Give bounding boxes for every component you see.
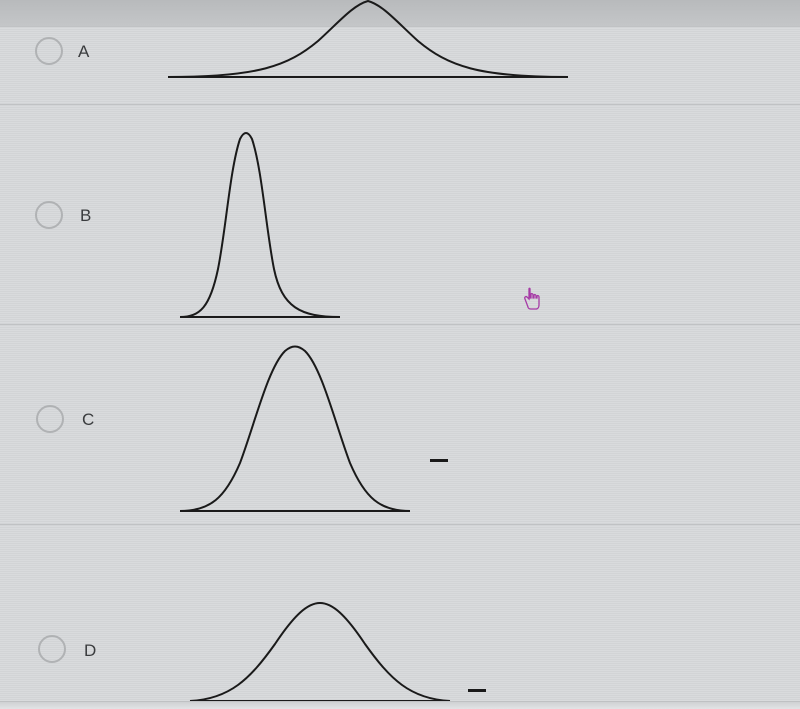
- option-row-c: C: [0, 324, 800, 524]
- option-label-c: C: [82, 410, 94, 430]
- option-label-d: D: [84, 641, 96, 661]
- radio-b[interactable]: [35, 201, 63, 229]
- curve-d: [190, 599, 450, 701]
- curve-b: [180, 129, 340, 319]
- options-list: A B C D: [0, 26, 800, 701]
- radio-c[interactable]: [36, 405, 64, 433]
- radio-d[interactable]: [38, 635, 66, 663]
- tick-mark: [430, 459, 448, 462]
- option-row-b: B: [0, 104, 800, 324]
- bottom-strip: [0, 701, 800, 709]
- option-label-a: A: [78, 42, 89, 62]
- tick-mark: [468, 689, 486, 692]
- option-row-a: A: [0, 26, 800, 104]
- option-label-b: B: [80, 206, 91, 226]
- curve-a: [168, 1, 568, 79]
- curve-c: [180, 343, 410, 513]
- option-row-d: D: [0, 524, 800, 702]
- radio-a[interactable]: [35, 37, 63, 65]
